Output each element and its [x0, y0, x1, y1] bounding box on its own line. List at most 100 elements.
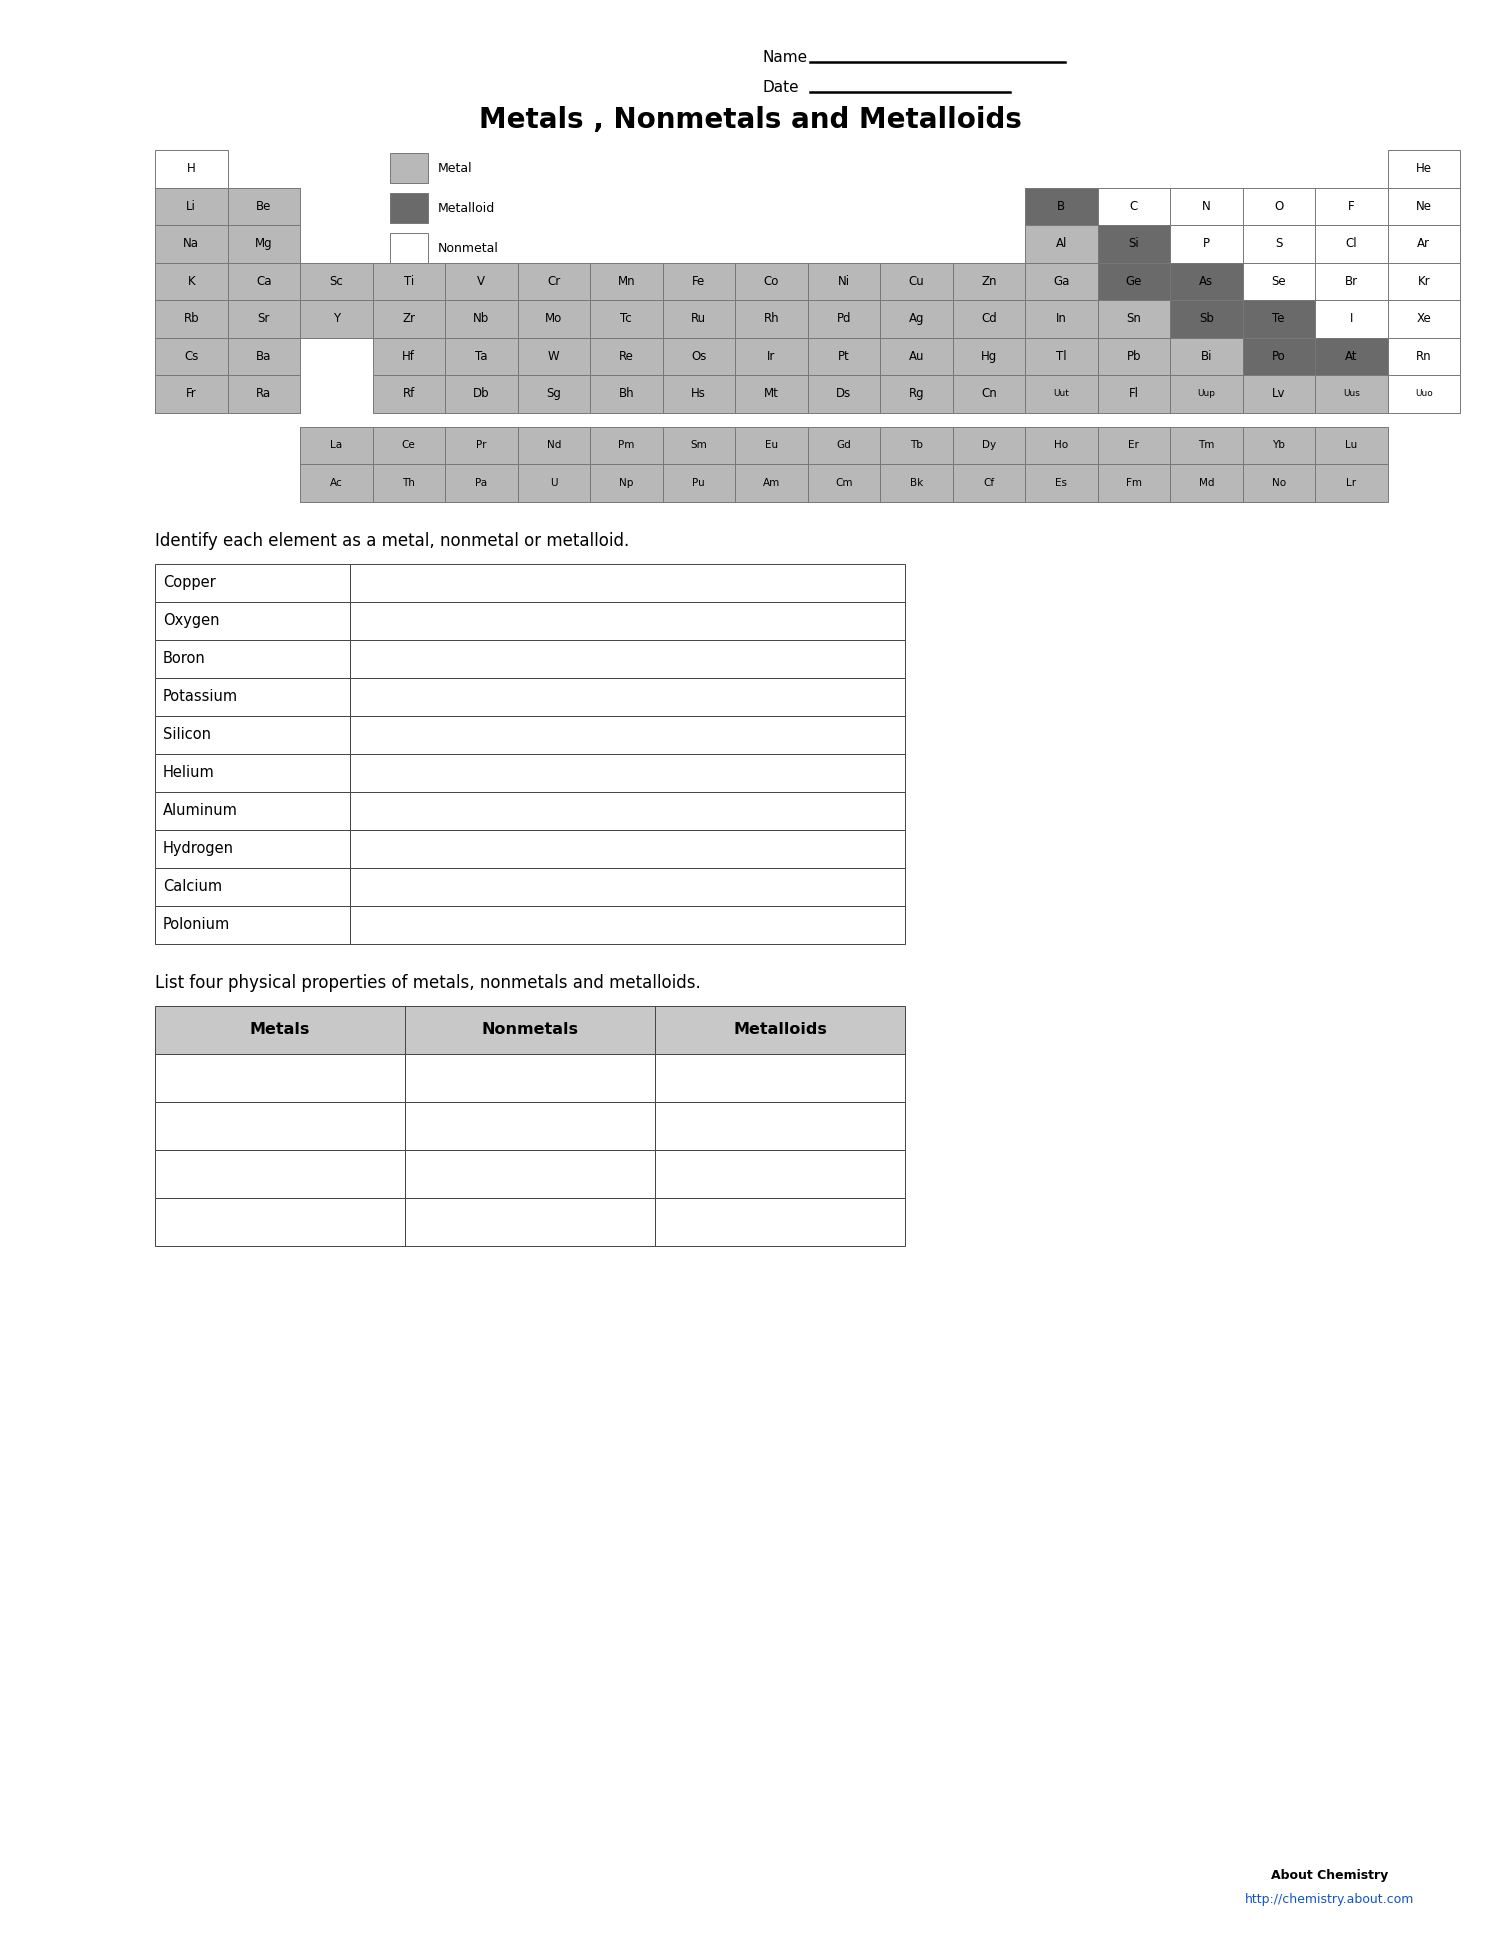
Text: Kr: Kr — [1418, 276, 1430, 287]
Text: Pb: Pb — [1126, 349, 1142, 363]
Bar — [1316, 262, 1388, 301]
Bar — [154, 906, 350, 943]
Text: Metals: Metals — [251, 1023, 310, 1036]
Bar — [154, 1101, 405, 1149]
Text: H: H — [188, 163, 195, 175]
Bar — [952, 427, 1024, 464]
Bar — [518, 301, 590, 338]
Text: At: At — [1346, 349, 1358, 363]
Bar — [1098, 338, 1170, 375]
Bar — [1170, 188, 1242, 225]
Text: Mt: Mt — [764, 388, 778, 400]
Text: Metalloid: Metalloid — [438, 202, 495, 215]
Bar — [1024, 464, 1098, 501]
Text: Hs: Hs — [692, 388, 706, 400]
Text: Ti: Ti — [404, 276, 414, 287]
Bar — [1170, 464, 1242, 501]
Bar — [154, 753, 350, 792]
Text: Tb: Tb — [910, 441, 922, 450]
Text: Tm: Tm — [1198, 441, 1215, 450]
Text: Xe: Xe — [1416, 313, 1431, 326]
Text: Fr: Fr — [186, 388, 196, 400]
Bar — [154, 188, 228, 225]
Bar — [663, 301, 735, 338]
Bar — [590, 427, 663, 464]
Text: Gd: Gd — [837, 441, 850, 450]
Bar — [1098, 301, 1170, 338]
Bar — [350, 602, 904, 639]
Bar — [228, 188, 300, 225]
Bar — [590, 262, 663, 301]
Bar — [154, 716, 350, 753]
Bar — [405, 1005, 656, 1054]
Text: Pa: Pa — [476, 477, 488, 487]
Text: U: U — [550, 477, 558, 487]
Text: Bk: Bk — [909, 477, 922, 487]
Bar — [1098, 427, 1170, 464]
Text: Ac: Ac — [330, 477, 342, 487]
Bar — [372, 338, 446, 375]
Text: Tc: Tc — [621, 313, 632, 326]
Text: Bi: Bi — [1200, 349, 1212, 363]
Text: W: W — [548, 349, 560, 363]
Bar — [590, 301, 663, 338]
Bar — [350, 677, 904, 716]
Text: Mg: Mg — [255, 237, 273, 250]
Bar — [1098, 262, 1170, 301]
Bar — [1242, 375, 1316, 413]
Text: Db: Db — [472, 388, 489, 400]
Text: No: No — [1272, 477, 1286, 487]
Text: Eu: Eu — [765, 441, 778, 450]
Text: Ru: Ru — [692, 313, 706, 326]
Bar — [154, 149, 228, 188]
Bar — [372, 262, 446, 301]
Text: Ga: Ga — [1053, 276, 1070, 287]
Text: Ag: Ag — [909, 313, 924, 326]
Bar — [350, 753, 904, 792]
Bar — [663, 427, 735, 464]
Bar — [880, 338, 952, 375]
Bar — [1024, 375, 1098, 413]
Bar — [1098, 225, 1170, 262]
Bar — [154, 1198, 405, 1246]
Bar — [1388, 375, 1460, 413]
Text: Ar: Ar — [1418, 237, 1431, 250]
Bar — [807, 338, 880, 375]
Text: Cf: Cf — [982, 477, 994, 487]
Bar — [372, 464, 446, 501]
Bar — [228, 338, 300, 375]
Text: Ce: Ce — [402, 441, 416, 450]
Bar — [1388, 149, 1460, 188]
Bar — [350, 716, 904, 753]
Bar — [1242, 427, 1316, 464]
Bar — [663, 464, 735, 501]
Bar — [1316, 464, 1388, 501]
Bar — [228, 225, 300, 262]
Bar — [1170, 225, 1242, 262]
Bar — [735, 375, 807, 413]
Bar — [1098, 375, 1170, 413]
Bar — [372, 375, 446, 413]
Bar — [1316, 188, 1388, 225]
Bar — [518, 375, 590, 413]
Text: Lu: Lu — [1346, 441, 1358, 450]
Text: F: F — [1348, 200, 1354, 214]
Text: Au: Au — [909, 349, 924, 363]
Bar — [154, 1149, 405, 1198]
Bar — [154, 563, 350, 602]
Bar — [446, 301, 518, 338]
Bar — [154, 375, 228, 413]
Text: Y: Y — [333, 313, 340, 326]
Text: Dy: Dy — [981, 441, 996, 450]
Text: Ta: Ta — [476, 349, 488, 363]
Text: Lr: Lr — [1346, 477, 1356, 487]
Bar — [446, 338, 518, 375]
Bar — [952, 464, 1024, 501]
Text: Pt: Pt — [839, 349, 849, 363]
Bar — [518, 464, 590, 501]
Text: Ho: Ho — [1054, 441, 1068, 450]
Text: Pm: Pm — [618, 441, 634, 450]
Bar — [952, 338, 1024, 375]
Bar — [446, 427, 518, 464]
Bar — [1316, 225, 1388, 262]
